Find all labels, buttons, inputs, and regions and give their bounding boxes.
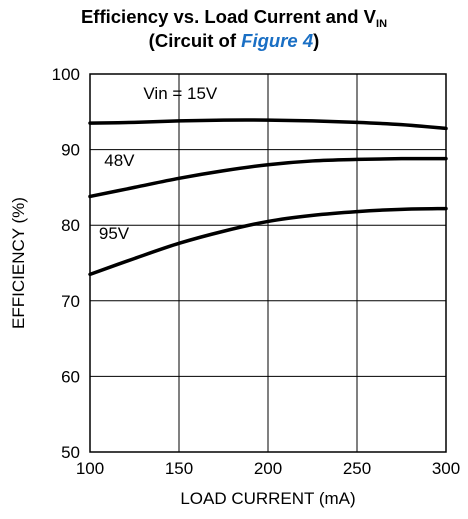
plot-frame bbox=[89, 73, 447, 453]
chart-title-line2: (Circuit of Figure 4) bbox=[0, 30, 468, 52]
chart-title-text: Efficiency vs. Load Current and V bbox=[80, 6, 377, 27]
chart-title-line1: Efficiency vs. Load Current and VIN bbox=[0, 6, 468, 30]
grid-lines bbox=[89, 73, 447, 453]
series-label: Vin = 15V bbox=[143, 84, 218, 103]
series-label: 48V bbox=[104, 151, 135, 170]
y-tick-label: 90 bbox=[61, 141, 80, 160]
x-axis-label: LOAD CURRENT (mA) bbox=[180, 489, 355, 508]
series-labels: Vin = 15V 48V 95V bbox=[99, 84, 218, 243]
x-tick-label: 200 bbox=[254, 459, 282, 478]
x-tick-label: 150 bbox=[165, 459, 193, 478]
y-tick-labels: 50 60 70 80 90 100 bbox=[52, 65, 80, 462]
y-axis-label: EFFICIENCY (%) bbox=[9, 197, 28, 329]
chart-title-subscript: IN bbox=[376, 18, 388, 30]
series-label: 95V bbox=[99, 224, 130, 243]
x-tick-labels: 100 150 200 250 300 bbox=[76, 459, 460, 478]
chart-title-circuit-prefix: (Circuit of bbox=[148, 30, 242, 51]
figure-link[interactable]: Figure 4 bbox=[241, 30, 314, 51]
y-tick-label: 100 bbox=[52, 65, 80, 84]
x-tick-label: 250 bbox=[343, 459, 371, 478]
series-line bbox=[88, 118, 448, 131]
x-tick-label: 300 bbox=[432, 459, 460, 478]
y-tick-label: 70 bbox=[61, 292, 80, 311]
series-lines bbox=[88, 118, 448, 277]
y-tick-label: 80 bbox=[61, 216, 80, 235]
y-tick-label: 60 bbox=[61, 367, 80, 386]
chart-title-circuit-suffix: ) bbox=[313, 30, 320, 51]
y-tick-label: 50 bbox=[61, 443, 80, 462]
series-line bbox=[88, 156, 448, 199]
series-line bbox=[88, 206, 448, 277]
x-tick-label: 100 bbox=[76, 459, 104, 478]
